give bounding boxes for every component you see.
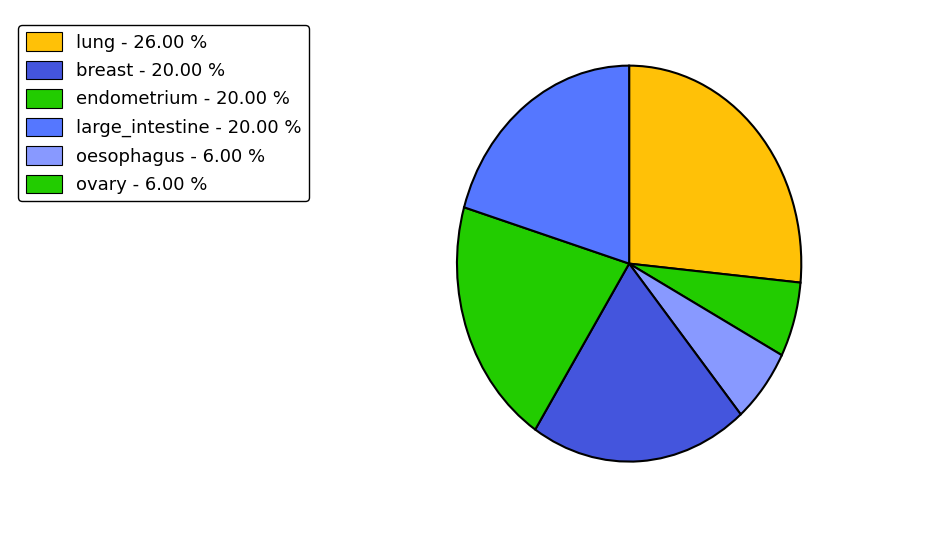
Wedge shape xyxy=(629,264,800,355)
Wedge shape xyxy=(464,66,629,264)
Wedge shape xyxy=(629,264,782,414)
Wedge shape xyxy=(629,66,801,282)
Wedge shape xyxy=(535,264,741,462)
Legend: lung - 26.00 %, breast - 20.00 %, endometrium - 20.00 %, large_intestine - 20.00: lung - 26.00 %, breast - 20.00 %, endome… xyxy=(19,25,309,201)
Wedge shape xyxy=(457,207,629,429)
